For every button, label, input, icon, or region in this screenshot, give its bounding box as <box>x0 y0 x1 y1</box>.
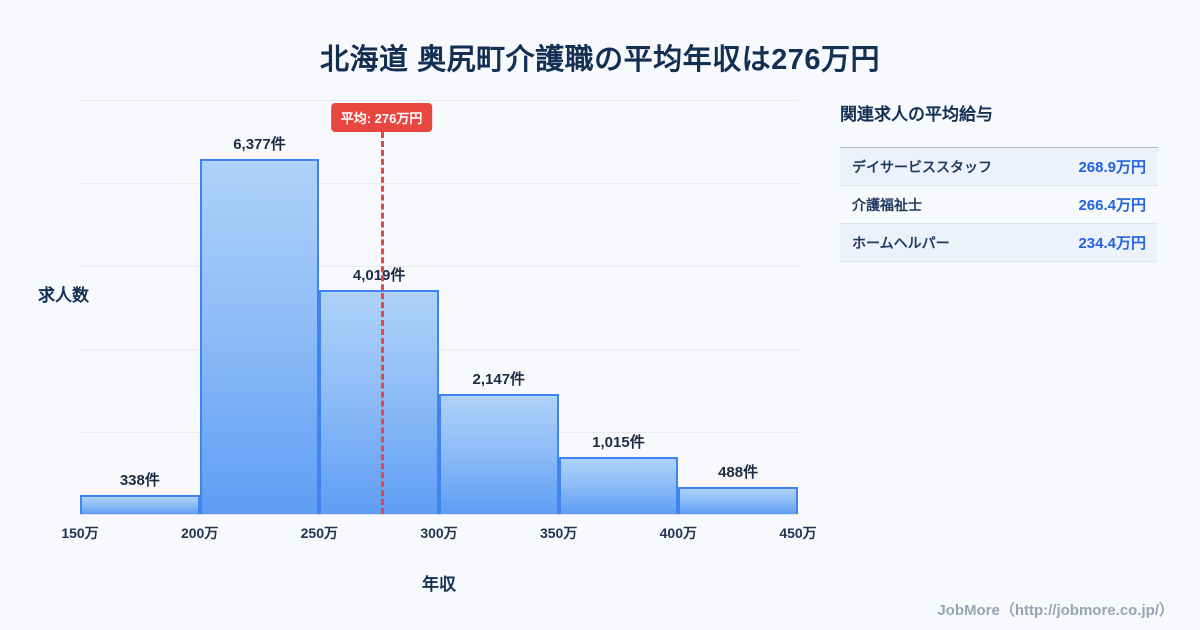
bar-group: 6,377件 <box>199 136 320 514</box>
page-title: 北海道 奥尻町介護職の平均年収は276万円 <box>320 44 880 76</box>
bar-group: 1,015件 <box>558 434 679 514</box>
x-axis-label: 年収 <box>422 575 456 594</box>
bar-group: 4,019件 <box>319 267 439 514</box>
histogram-bar <box>438 394 559 514</box>
average-line <box>380 132 384 514</box>
job-salary: 234.4万円 <box>1078 235 1146 252</box>
histogram-bar <box>80 495 200 514</box>
table-row: ホームヘルパー 234.4万円 <box>840 224 1158 262</box>
bar-value-label: 2,147件 <box>472 371 526 388</box>
x-tick: 400万 <box>659 525 698 541</box>
bar-value-label: 1,015件 <box>592 434 645 451</box>
bar-group: 338件 <box>80 472 200 514</box>
job-name: デイサービススタッフ <box>852 158 992 175</box>
bar-value-label: 338件 <box>119 472 160 489</box>
histogram-bar <box>558 457 679 514</box>
table-row: 介護福祉士 266.4万円 <box>840 186 1158 224</box>
bar-value-label: 6,377件 <box>233 136 286 153</box>
site-credit: JobMore（http://jobmore.co.jp/） <box>937 602 1174 619</box>
job-name: ホームヘルパー <box>852 234 950 251</box>
related-jobs-panel: 関連求人の平均給与 デイサービススタッフ 268.9万円 介護福祉士 266.4… <box>840 100 1158 262</box>
x-tick: 150万 <box>61 525 99 541</box>
x-tick: 450万 <box>779 525 817 541</box>
table-row: デイサービススタッフ 268.9万円 <box>840 148 1158 186</box>
y-axis-label: 求人数 <box>38 286 89 305</box>
related-jobs-table: デイサービススタッフ 268.9万円 介護福祉士 266.4万円 ホームヘルパー… <box>840 147 1158 262</box>
average-label: 平均: 276万円 <box>330 103 433 132</box>
bar-group: 2,147件 <box>438 371 559 514</box>
job-salary: 268.9万円 <box>1078 159 1146 176</box>
histogram-bar <box>319 290 439 514</box>
panel-title: 関連求人の平均給与 <box>840 105 993 124</box>
x-tick: 300万 <box>420 525 458 541</box>
x-tick: 200万 <box>180 525 219 541</box>
job-salary: 266.4万円 <box>1078 197 1146 214</box>
histogram-bars: 338件 6,377件 4,019件 2,147件 1,015件 488件 <box>80 100 798 514</box>
bar-group: 488件 <box>678 464 798 514</box>
salary-histogram: 338件 6,377件 4,019件 2,147件 1,015件 488件 <box>61 100 817 541</box>
bar-value-label: 4,019件 <box>352 267 406 284</box>
x-tick: 250万 <box>300 525 339 541</box>
job-name: 介護福祉士 <box>852 196 922 213</box>
histogram-bar <box>678 487 798 514</box>
bar-value-label: 488件 <box>718 464 759 481</box>
histogram-bar <box>199 159 320 514</box>
x-tick: 350万 <box>539 525 578 541</box>
